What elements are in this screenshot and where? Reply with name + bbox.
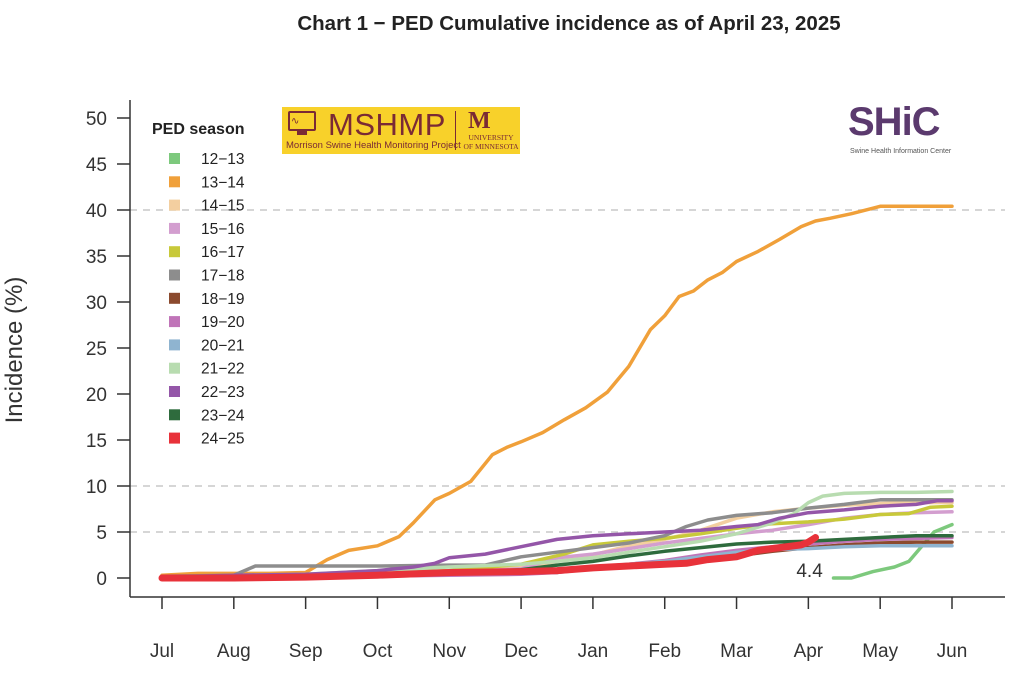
legend-swatch [169, 269, 180, 281]
annotation-label: 4.4 [796, 561, 823, 582]
x-tick-label: Jul [150, 641, 174, 662]
legend-label: 14−15 [201, 198, 245, 215]
legend-label: 18−19 [201, 291, 245, 308]
legend-label: 20−21 [201, 337, 245, 354]
legend-label: 12−13 [201, 151, 245, 168]
legend-label: 23−24 [201, 407, 245, 424]
legend-label: 21−22 [201, 361, 245, 378]
umn-m-icon: M [468, 108, 491, 134]
series-line-24-25 [158, 534, 819, 582]
x-tick-label: May [862, 641, 898, 662]
legend-swatch [169, 386, 180, 397]
gridlines [130, 209, 1005, 533]
umn-line2: OF MINNESOTA [463, 142, 519, 151]
mshmp-subtitle: Morrison Swine Health Monitoring Project [286, 140, 461, 151]
y-axis-title: Incidence (%) [1, 277, 28, 424]
x-tick-label: Dec [504, 641, 538, 662]
x-tick-label: Aug [217, 641, 251, 662]
umn-text: UNIVERSITY OF MINNESOTA [462, 133, 520, 151]
series-line-13-14 [160, 204, 954, 577]
axes [129, 100, 1005, 598]
legend: PED season 12−13 13−14 14−15 15−16 16−17 17−1… [152, 121, 245, 448]
legend-swatch [169, 222, 180, 234]
series-line-12-13 [831, 522, 954, 580]
legend-label: 24−25 [201, 431, 245, 448]
x-tick-label: Sep [289, 641, 323, 662]
legend-label: 19−20 [201, 314, 245, 331]
legend-swatch [169, 339, 180, 351]
x-tick-label: Apr [794, 641, 824, 662]
monitor-icon [288, 111, 316, 131]
y-tick-label: 15 [86, 431, 107, 452]
legend-swatch [169, 362, 180, 374]
shic-subtitle: Swine Health Information Center [850, 148, 952, 155]
y-tick-label: 20 [86, 385, 107, 406]
series-line-22-23 [160, 498, 954, 579]
y-tick-label: 45 [86, 155, 107, 176]
x-tick-label: Mar [720, 641, 753, 662]
x-tick-label: Feb [648, 641, 681, 662]
series-lines [158, 204, 954, 582]
legend-title: PED season [152, 121, 244, 138]
monitor-stand [297, 131, 307, 135]
y-tick-label: 40 [86, 201, 107, 222]
legend-swatch [169, 316, 180, 328]
x-tick-label: Jan [578, 641, 609, 662]
x-tick-label: Jun [937, 641, 968, 662]
legend-label: 16−17 [201, 244, 245, 261]
y-tick-label: 50 [86, 109, 107, 130]
legend-label: 13−14 [201, 174, 245, 191]
legend-swatch [169, 199, 180, 211]
chart-title: Chart 1 − PED Cumulative incidence as of… [297, 12, 841, 35]
mshmp-name: MSHMP [328, 107, 446, 142]
y-tick-label: 25 [86, 339, 107, 360]
y-tick-label: 5 [96, 523, 107, 544]
y-tick-label: 10 [86, 477, 107, 498]
x-tick-label: Oct [363, 641, 393, 662]
shic-name: SHiC [848, 100, 941, 144]
y-axis-ticks: 0 5 10 15 20 25 30 35 40 45 50 [86, 109, 130, 590]
umn-line1: UNIVERSITY [468, 133, 514, 142]
legend-label: 15−16 [201, 221, 245, 238]
legend-swatch [169, 153, 180, 164]
series-line-17-18 [160, 498, 954, 578]
legend-swatch [169, 409, 180, 421]
legend-swatch [169, 292, 180, 304]
logo-separator [455, 111, 456, 150]
legend-swatch [169, 176, 180, 188]
pulse-icon: ∿ [291, 116, 300, 127]
mshmp-logo: ∿ MSHMP Morrison Swine Health Monitoring… [282, 107, 520, 154]
y-tick-label: 0 [96, 569, 107, 590]
x-axis-ticks: Jul Aug Sep Oct Nov Dec Jan Feb Mar Apr May Jun [150, 597, 967, 662]
annotations: 4.4 [796, 561, 823, 582]
legend-label: 22−23 [201, 384, 245, 401]
y-tick-label: 30 [86, 293, 107, 314]
legend-swatch [169, 246, 180, 258]
legend-label: 17−18 [201, 268, 245, 285]
shic-logo: SHiC Swine Health Information Center [846, 100, 956, 158]
x-tick-label: Nov [432, 641, 466, 662]
legend-swatch [169, 432, 180, 444]
y-tick-label: 35 [86, 247, 107, 268]
